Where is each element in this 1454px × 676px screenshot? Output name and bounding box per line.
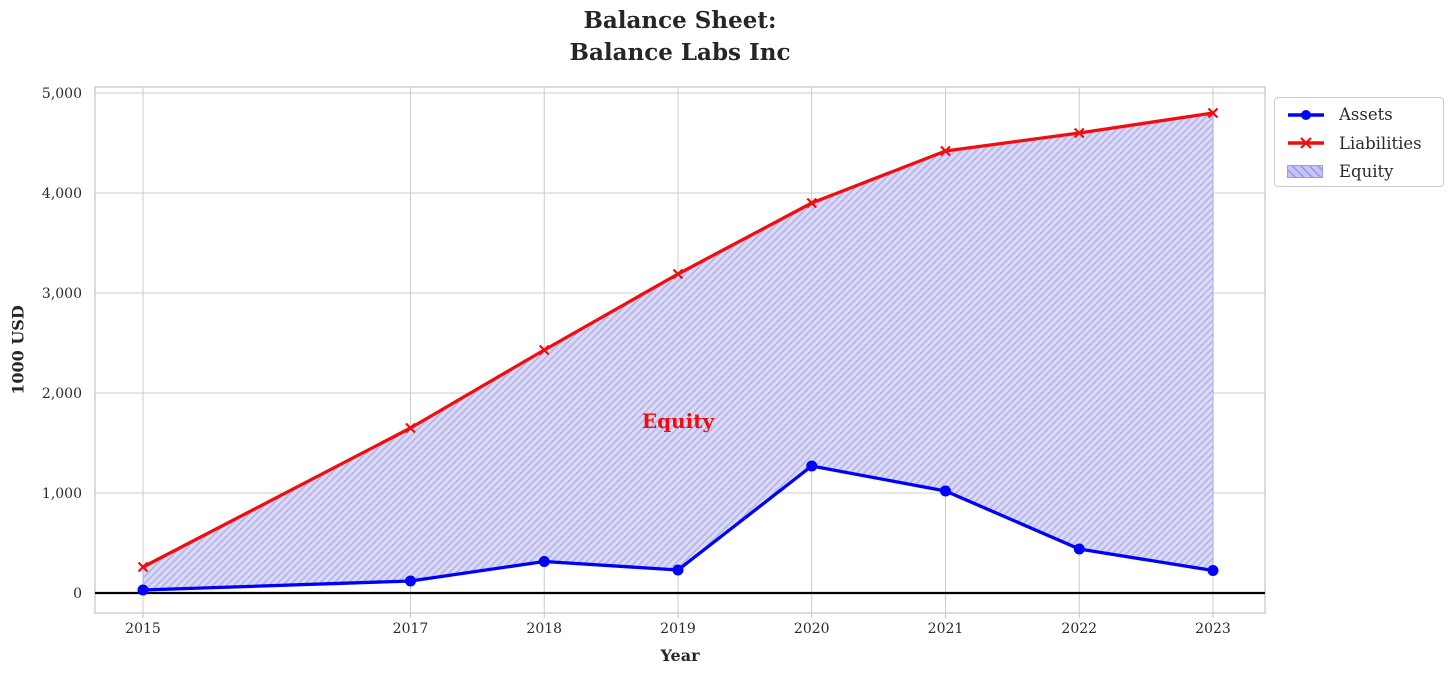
y-axis-label: 1000 USD xyxy=(8,305,28,395)
svg-text:2020: 2020 xyxy=(794,621,830,637)
svg-text:0: 0 xyxy=(73,586,82,602)
legend-item-liabilities: Liabilities xyxy=(1287,129,1443,157)
svg-text:3,000: 3,000 xyxy=(42,286,82,302)
legend-label-liabilities: Liabilities xyxy=(1339,133,1422,153)
chart-title-line1: Balance Sheet: xyxy=(583,7,777,34)
svg-text:1,000: 1,000 xyxy=(42,486,82,502)
legend-label-assets: Assets xyxy=(1339,105,1393,124)
legend-item-equity: Equity xyxy=(1287,158,1443,186)
equity-hatch-icon xyxy=(1287,165,1325,178)
svg-text:2022: 2022 xyxy=(1061,621,1097,637)
chart-title: Balance Sheet: Balance Labs Inc xyxy=(95,5,1265,69)
svg-text:2021: 2021 xyxy=(928,621,964,637)
svg-text:4,000: 4,000 xyxy=(42,186,82,202)
svg-text:2019: 2019 xyxy=(660,621,696,637)
legend-item-assets: Assets xyxy=(1287,101,1443,129)
svg-text:2017: 2017 xyxy=(393,621,429,637)
svg-text:2015: 2015 xyxy=(125,621,161,637)
legend: Assets Liabilities Equity xyxy=(1274,97,1444,187)
svg-text:2023: 2023 xyxy=(1195,621,1231,637)
svg-text:5,000: 5,000 xyxy=(42,86,82,102)
svg-text:2,000: 2,000 xyxy=(42,386,82,402)
svg-text:2018: 2018 xyxy=(526,621,562,637)
equity-annotation: Equity xyxy=(641,409,715,433)
chart-title-line2: Balance Labs Inc xyxy=(569,39,791,66)
liabilities-line-icon xyxy=(1287,136,1325,150)
x-axis-label: Year xyxy=(660,646,700,665)
assets-line-icon xyxy=(1287,108,1325,122)
legend-label-equity: Equity xyxy=(1339,162,1394,181)
